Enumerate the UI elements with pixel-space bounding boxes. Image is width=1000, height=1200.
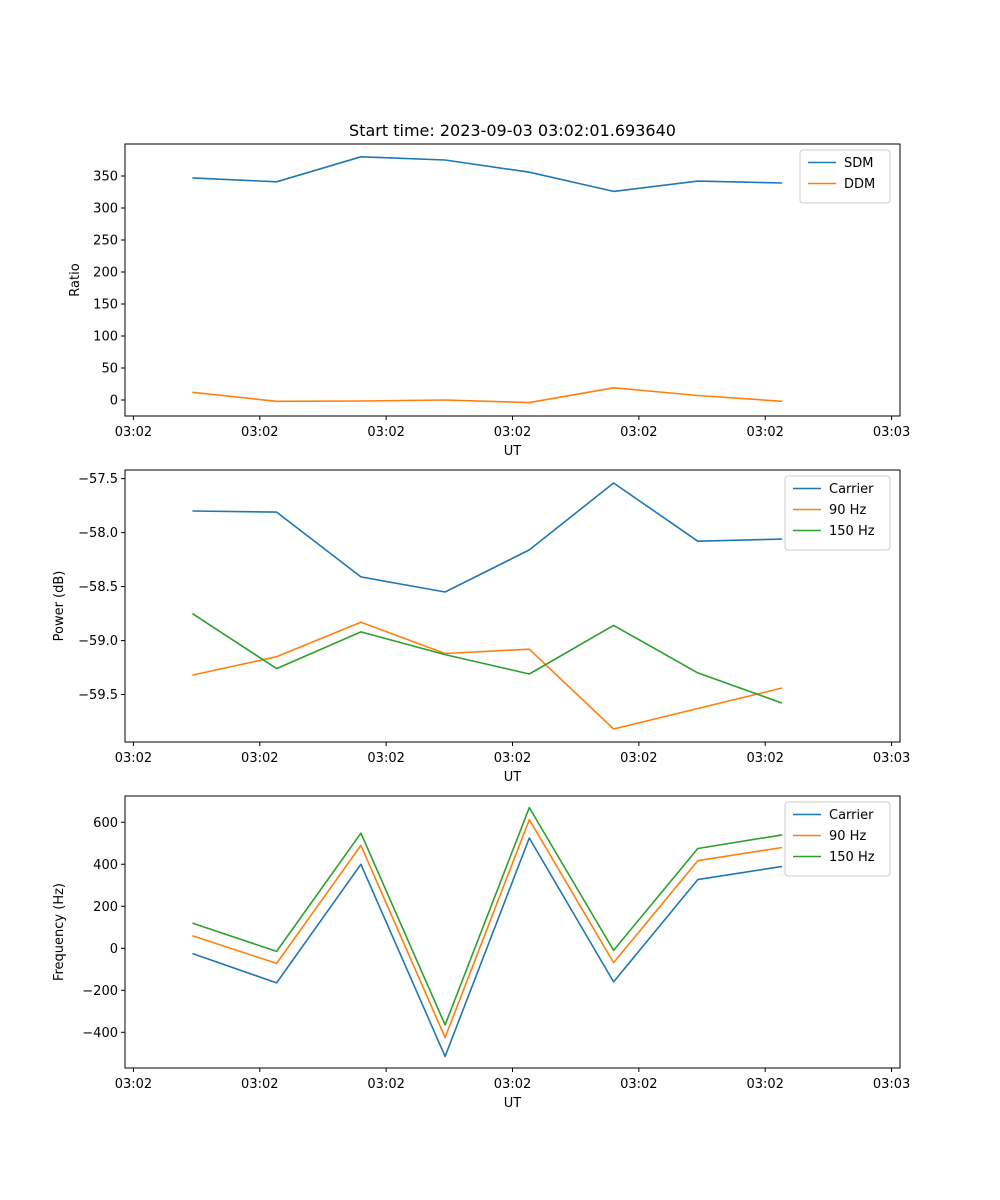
y-tick-label: 0 bbox=[110, 942, 118, 957]
axes-frame bbox=[124, 143, 901, 417]
x-tick-label: 03:02 bbox=[620, 425, 657, 440]
y-tick-label: −57.5 bbox=[78, 472, 118, 487]
y-tick-label: 400 bbox=[93, 858, 118, 873]
x-tick-label: 03:02 bbox=[115, 425, 152, 440]
x-tick-label: 03:02 bbox=[115, 751, 152, 766]
x-tick-label: 03:02 bbox=[241, 425, 278, 440]
x-tick-label: 03:02 bbox=[367, 425, 404, 440]
legend: Carrier 90 Hz 150 Hz bbox=[784, 475, 891, 551]
y-tick-label: −58.5 bbox=[78, 580, 118, 595]
x-tick-label: 03:02 bbox=[494, 425, 531, 440]
x-tick-label: 03:02 bbox=[115, 1077, 152, 1092]
y-tick-label: −59.5 bbox=[78, 688, 118, 703]
y-tick-label: −200 bbox=[82, 984, 118, 999]
series-line-carrier bbox=[192, 482, 783, 593]
legend-label: Carrier bbox=[829, 808, 874, 823]
legend-label: Carrier bbox=[829, 482, 874, 497]
x-axis-label: UT bbox=[504, 444, 522, 459]
x-tick-label: 03:03 bbox=[873, 1077, 910, 1092]
legend-label: 150 Hz bbox=[829, 850, 875, 865]
legend-label: DDM bbox=[844, 177, 875, 192]
x-tick-label: 03:03 bbox=[873, 751, 910, 766]
series-line-carrier bbox=[192, 837, 783, 1058]
x-tick-label: 03:02 bbox=[367, 751, 404, 766]
x-tick-label: 03:02 bbox=[620, 1077, 657, 1092]
x-tick-label: 03:02 bbox=[746, 425, 783, 440]
legend-label: 90 Hz bbox=[829, 829, 866, 844]
x-tick-label: 03:02 bbox=[620, 751, 657, 766]
y-axis-label: Frequency (Hz) bbox=[52, 883, 67, 981]
y-tick-label: 200 bbox=[93, 266, 118, 281]
y-tick-label: 200 bbox=[93, 900, 118, 915]
subplot-power: −59.5 −59.0 −58.5 −58.0 −57.5 03:02 03:02 03:02… bbox=[52, 469, 910, 785]
x-tick-label: 03:02 bbox=[746, 751, 783, 766]
x-tick-label: 03:02 bbox=[494, 1077, 531, 1092]
y-tick-label: 250 bbox=[93, 234, 118, 249]
axes-frame bbox=[124, 795, 901, 1069]
y-tick-label: −58.0 bbox=[78, 526, 118, 541]
legend-box bbox=[784, 801, 891, 877]
axes-frame bbox=[124, 469, 901, 743]
subplot-ratio: Start time: 2023-09-03 03:02:01.693640 0… bbox=[68, 121, 910, 459]
y-tick-label: −59.0 bbox=[78, 634, 118, 649]
y-tick-label: 0 bbox=[110, 394, 118, 409]
series-line-90-hz bbox=[192, 818, 783, 1039]
x-tick-label: 03:02 bbox=[494, 751, 531, 766]
legend-label: SDM bbox=[844, 156, 873, 171]
y-tick-label: 350 bbox=[93, 170, 118, 185]
series-line-150-hz bbox=[192, 806, 783, 1026]
legend-label: 90 Hz bbox=[829, 503, 866, 518]
y-tick-label: −400 bbox=[82, 1026, 118, 1041]
y-tick-label: 150 bbox=[93, 298, 118, 313]
legend-label: 150 Hz bbox=[829, 524, 875, 539]
y-tick-label: 600 bbox=[93, 816, 118, 831]
x-axis-label: UT bbox=[504, 1096, 522, 1111]
y-tick-label: 100 bbox=[93, 330, 118, 345]
x-tick-label: 03:02 bbox=[746, 1077, 783, 1092]
x-tick-label: 03:02 bbox=[367, 1077, 404, 1092]
y-axis-label: Ratio bbox=[68, 263, 83, 296]
x-tick-label: 03:02 bbox=[241, 751, 278, 766]
y-tick-label: 50 bbox=[101, 362, 118, 377]
series-line-90-hz bbox=[192, 621, 783, 730]
series-line-150-hz bbox=[191, 612, 783, 704]
chart-title: Start time: 2023-09-03 03:02:01.693640 bbox=[349, 121, 676, 140]
subplot-frequency: −400 −200 0 200 400 600 03:02 03:02 03:02 03:02 03… bbox=[52, 795, 910, 1111]
series-line-ddm bbox=[192, 386, 783, 404]
legend-box bbox=[784, 475, 891, 551]
series-line-sdm bbox=[192, 156, 783, 193]
x-tick-label: 03:03 bbox=[873, 425, 910, 440]
x-axis-label: UT bbox=[504, 770, 522, 785]
legend: SDM DDM bbox=[799, 149, 891, 204]
x-tick-label: 03:02 bbox=[241, 1077, 278, 1092]
y-axis-label: Power (dB) bbox=[52, 571, 67, 642]
y-tick-label: 300 bbox=[93, 202, 118, 217]
legend: Carrier 90 Hz 150 Hz bbox=[784, 801, 891, 877]
